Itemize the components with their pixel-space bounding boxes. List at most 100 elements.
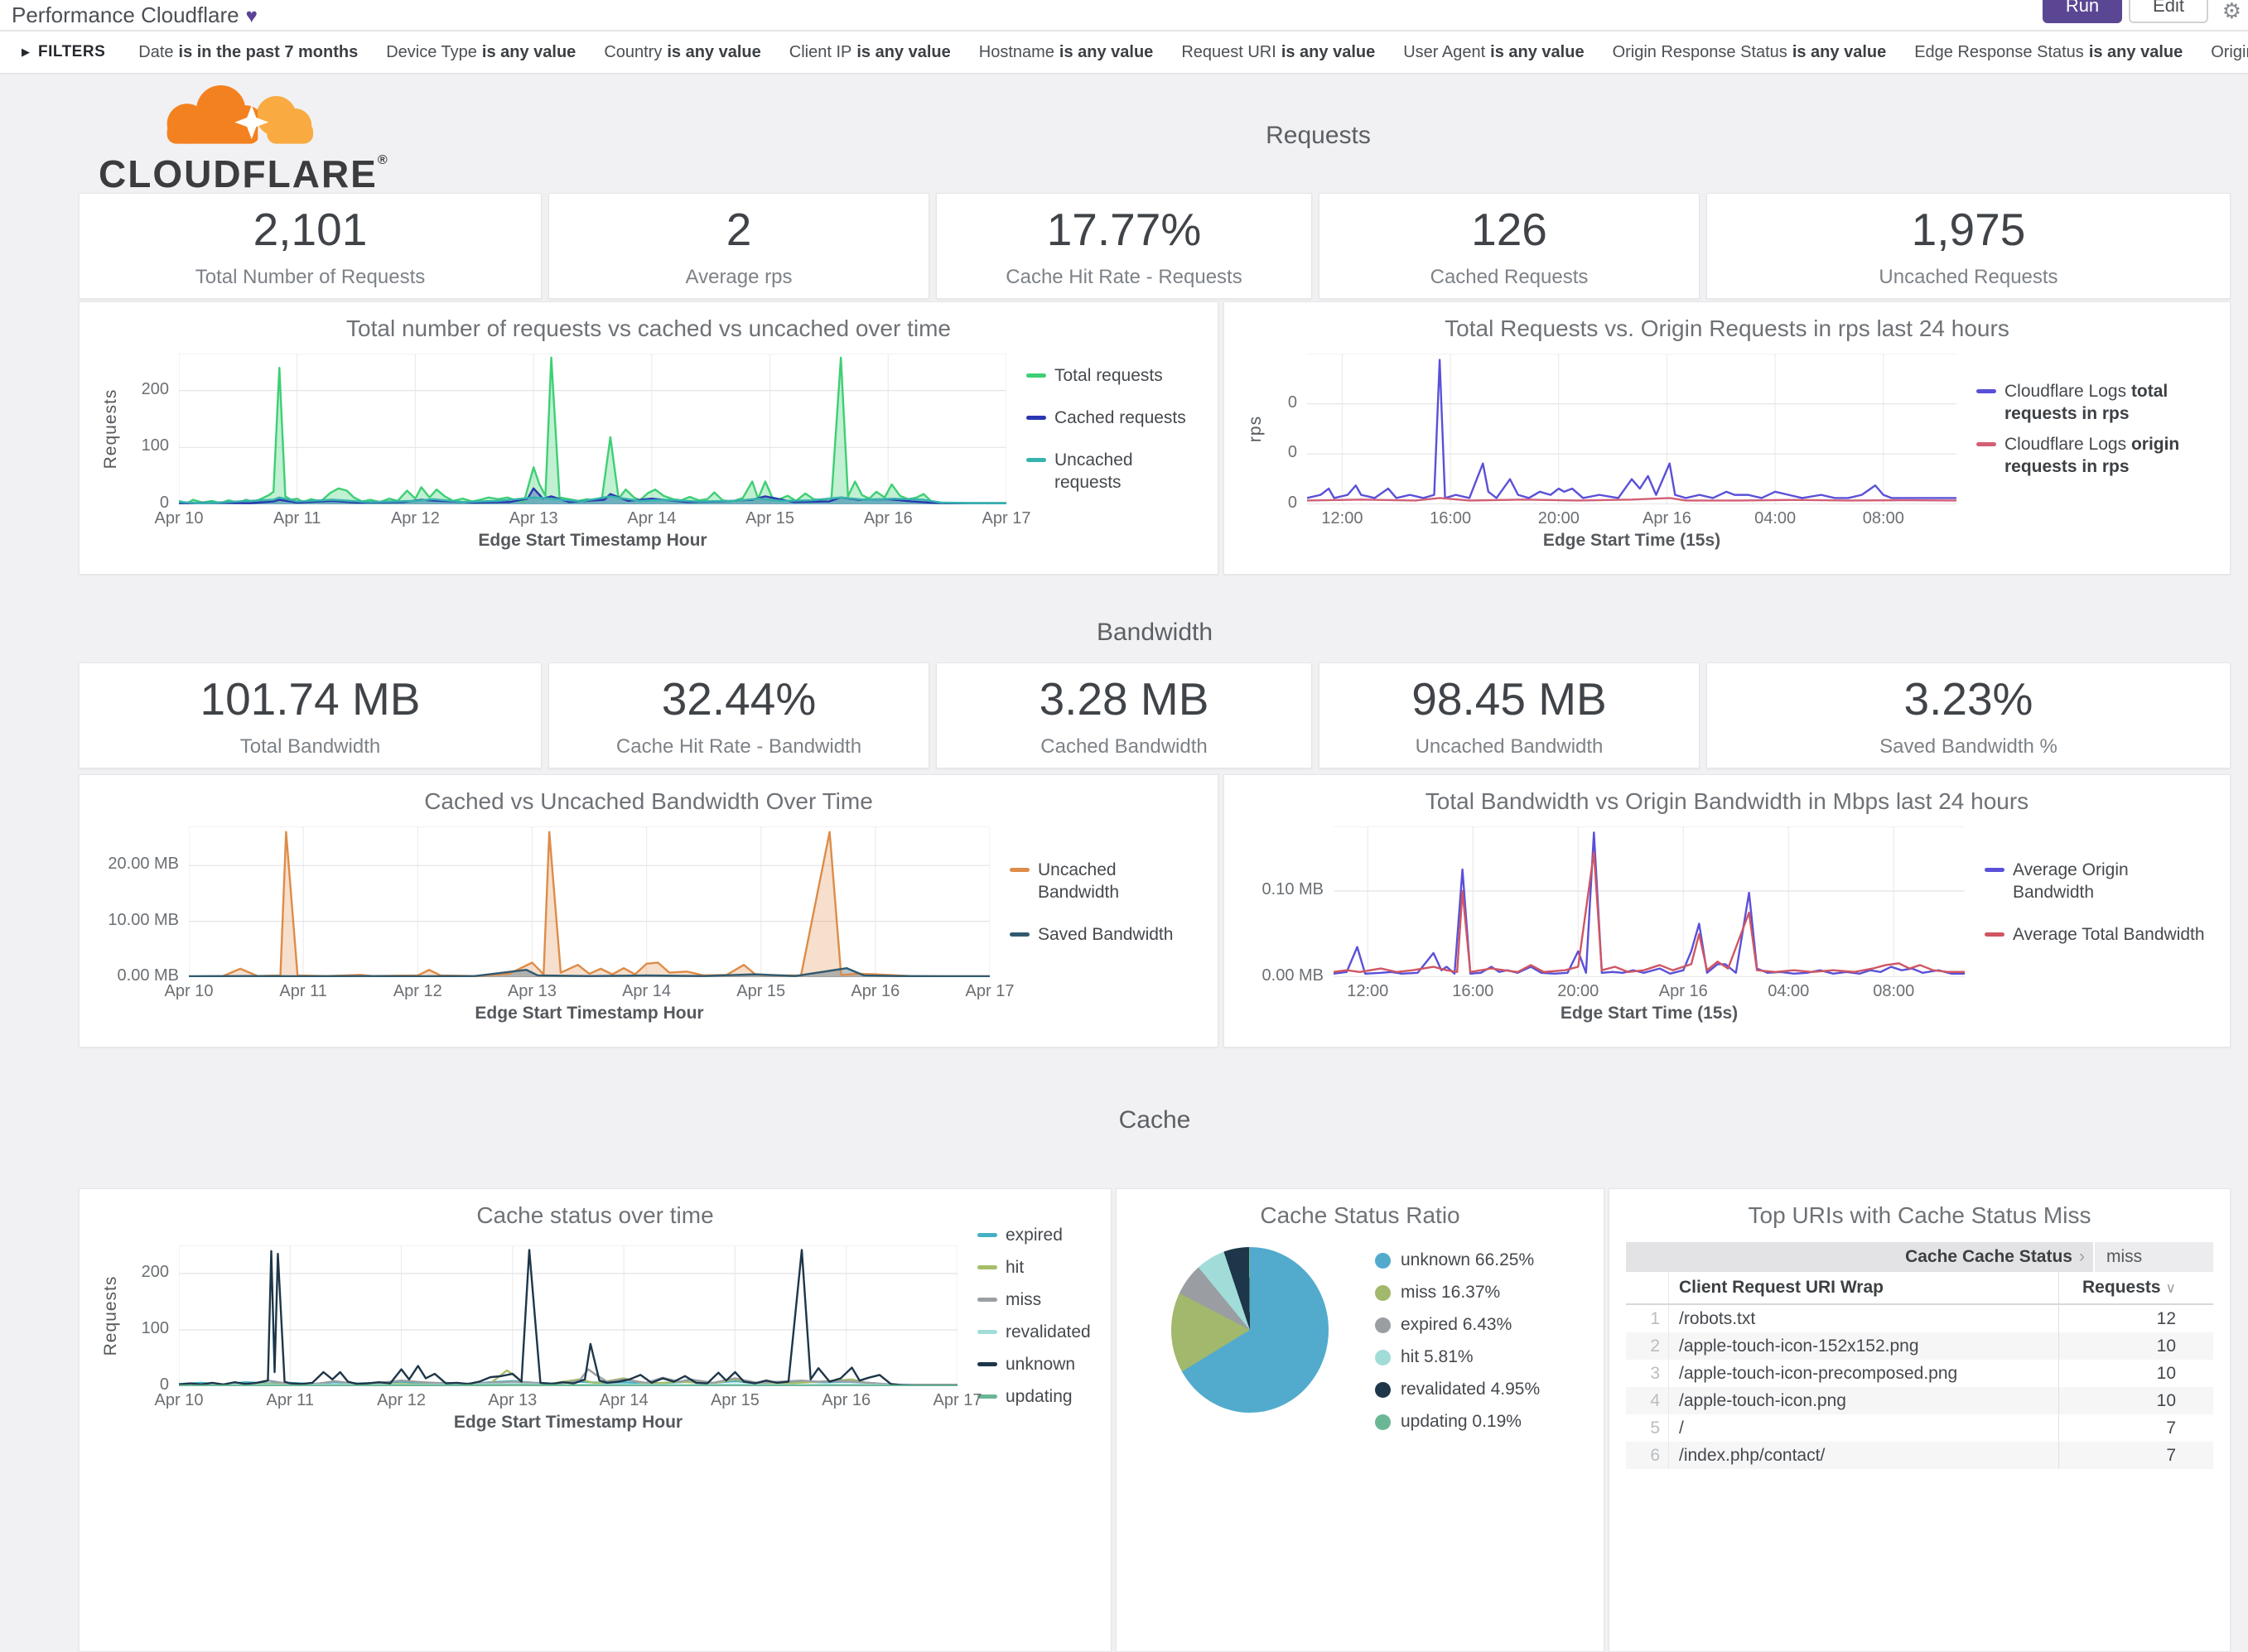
pie-cache-status-ratio: Cache Status Ratio unknown 66.25% miss 16.… bbox=[1116, 1188, 1604, 1652]
filter-item-edge-response-status[interactable]: Edge Response Status is any value bbox=[1914, 42, 2183, 61]
legend-item[interactable]: hit bbox=[977, 1256, 1094, 1279]
filter-item-hostname[interactable]: Hostname is any value bbox=[978, 42, 1154, 61]
row-number: 1 bbox=[1626, 1305, 1669, 1332]
cell-requests[interactable]: 10 bbox=[2058, 1387, 2213, 1414]
legend-label: miss 16.37% bbox=[1401, 1283, 1501, 1302]
filter-item-request-uri[interactable]: Request URI is any value bbox=[1181, 42, 1376, 61]
table-row[interactable]: 1/robots.txt 12 bbox=[1626, 1305, 2213, 1332]
legend-item[interactable]: Total requests bbox=[1026, 364, 1201, 387]
legend-label: expired 6.43% bbox=[1401, 1315, 1512, 1334]
row-number: 4 bbox=[1626, 1387, 1669, 1414]
legend-item[interactable]: Cloudflare Logs total requests in rps bbox=[1976, 380, 2213, 425]
x-axis-title: Edge Start Time (15s) bbox=[1542, 531, 1721, 550]
chevron-right-icon: › bbox=[2079, 1247, 2085, 1266]
legend-swatch bbox=[1375, 1381, 1391, 1398]
stat-cache-hit-rate-bandwidth[interactable]: 32.44% Cache Hit Rate - Bandwidth bbox=[548, 662, 929, 768]
table-row[interactable]: 4/apple-touch-icon.png 10 bbox=[1626, 1387, 2213, 1414]
filter-item-client-ip[interactable]: Client IP is any value bbox=[789, 42, 951, 61]
pivot-value[interactable]: miss bbox=[2093, 1242, 2213, 1272]
x-axis-ticks: 12:00 16:00 20:00 Apr 16 04:00 08:00 bbox=[1334, 977, 1965, 1000]
filter-item-origin-response-status[interactable]: Origin Response Status is any value bbox=[1612, 42, 1887, 61]
x-axis-title: Edge Start Timestamp Hour bbox=[453, 1413, 683, 1432]
legend-item[interactable]: Cloudflare Logs origin requests in rps bbox=[1976, 433, 2213, 478]
run-button[interactable]: Run bbox=[2043, 0, 2122, 23]
legend-swatch bbox=[1010, 932, 1030, 937]
plot-column: 12:00 16:00 20:00 Apr 16 04:00 08:00 Edge Star… bbox=[1307, 354, 1956, 551]
stat-saved-bandwidth-pct[interactable]: 3.23% Saved Bandwidth % bbox=[1706, 662, 2231, 768]
cell-requests[interactable]: 7 bbox=[2058, 1414, 2213, 1442]
stat-cache-hit-rate-requests[interactable]: 17.77% Cache Hit Rate - Requests bbox=[936, 193, 1312, 299]
cell-uri[interactable]: /apple-touch-icon-precomposed.png bbox=[1679, 1364, 1958, 1383]
plot-area[interactable] bbox=[1307, 354, 1956, 504]
legend-item[interactable]: Average Origin Bandwidth bbox=[1985, 859, 2213, 903]
chart-body: 0.00 MB 0.10 MB 12:00 16:00 20:00 Apr 16 04:00… bbox=[1241, 826, 2213, 1023]
x-tick-label: 16:00 bbox=[1452, 982, 1494, 1000]
legend-item[interactable]: updating 0.19% bbox=[1375, 1412, 1540, 1432]
y-tick-label: 10.00 MB bbox=[108, 910, 179, 929]
legend-label: Average Origin Bandwidth bbox=[2013, 860, 2129, 902]
legend-item[interactable]: updating bbox=[977, 1385, 1094, 1408]
stat-label: Uncached Requests bbox=[1879, 266, 2058, 288]
x-tick-label: Apr 12 bbox=[390, 509, 440, 527]
x-axis-title: Edge Start Timestamp Hour bbox=[475, 1004, 704, 1023]
filters-toggle[interactable]: ▶ FILTERS bbox=[22, 43, 105, 61]
column-header-requests[interactable]: Requests ∨ bbox=[2058, 1272, 2213, 1303]
plot-area[interactable] bbox=[179, 354, 1006, 504]
chart-title: Total Requests vs. Origin Requests in rp… bbox=[1445, 315, 2009, 341]
legend-item[interactable]: Average Total Bandwidth bbox=[1985, 923, 2213, 946]
stat-total-bandwidth[interactable]: 101.74 MB Total Bandwidth bbox=[79, 662, 542, 768]
cell-uri[interactable]: / bbox=[1679, 1418, 1684, 1438]
pie-graphic[interactable] bbox=[1171, 1247, 1329, 1413]
stat-uncached-requests[interactable]: 1,975 Uncached Requests bbox=[1706, 193, 2231, 299]
stat-total-requests[interactable]: 2,101 Total Number of Requests bbox=[79, 193, 542, 299]
table-row[interactable]: 2/apple-touch-icon-152x152.png 10 bbox=[1626, 1332, 2213, 1360]
x-tick-label: Apr 17 bbox=[965, 982, 1015, 1000]
stat-uncached-bandwidth[interactable]: 98.45 MB Uncached Bandwidth bbox=[1319, 662, 1700, 768]
legend-item[interactable]: Cached requests bbox=[1026, 407, 1201, 429]
filter-item-date[interactable]: Date is in the past 7 months bbox=[138, 42, 359, 61]
legend-item[interactable]: Saved Bandwidth bbox=[1010, 923, 1201, 946]
edit-button[interactable]: Edit bbox=[2129, 0, 2208, 23]
cell-requests[interactable]: 10 bbox=[2058, 1360, 2213, 1387]
legend-item[interactable]: miss 16.37% bbox=[1375, 1283, 1540, 1303]
filter-item-user-agent[interactable]: User Agent is any value bbox=[1403, 42, 1585, 61]
stat-label: Total Bandwidth bbox=[239, 735, 381, 758]
cell-uri[interactable]: /robots.txt bbox=[1679, 1309, 1756, 1328]
cell-uri[interactable]: /apple-touch-icon-152x152.png bbox=[1679, 1337, 1919, 1356]
stat-average-rps[interactable]: 2 Average rps bbox=[548, 193, 929, 299]
legend-item[interactable]: unknown bbox=[977, 1353, 1094, 1375]
y-axis-title-text: Requests bbox=[101, 388, 120, 470]
table-row[interactable]: 3/apple-touch-icon-precomposed.png 10 bbox=[1626, 1360, 2213, 1387]
plot-area[interactable] bbox=[1334, 826, 1965, 977]
legend-item[interactable]: expired 6.43% bbox=[1375, 1315, 1540, 1335]
gear-icon[interactable]: ⚙ bbox=[2221, 0, 2241, 23]
filter-item-device-type[interactable]: Device Type is any value bbox=[386, 42, 576, 61]
cell-requests[interactable]: 10 bbox=[2058, 1332, 2213, 1360]
table-row[interactable]: 5 / 7 bbox=[1626, 1414, 2213, 1442]
legend-item[interactable]: revalidated bbox=[977, 1321, 1094, 1343]
legend-item[interactable]: Uncached Bandwidth bbox=[1010, 859, 1201, 903]
stat-cached-bandwidth[interactable]: 3.28 MB Cached Bandwidth bbox=[936, 662, 1312, 768]
cell-requests[interactable]: 12 bbox=[2058, 1305, 2213, 1332]
legend-item[interactable]: miss bbox=[977, 1288, 1094, 1311]
chart-body: rps 0 0 0 12:00 16:00 20:00 Apr 16 04:00 08:00 Edg… bbox=[1241, 354, 2213, 551]
pivot-label: Cache Cache Status › bbox=[1905, 1247, 2085, 1266]
x-axis-ticks: Apr 10 Apr 11 Apr 12 Apr 13 Apr 14 Apr 15 Apr … bbox=[155, 504, 1031, 527]
legend-item[interactable]: unknown 66.25% bbox=[1375, 1250, 1540, 1270]
stat-cached-requests[interactable]: 126 Cached Requests bbox=[1319, 193, 1700, 299]
plot-area[interactable] bbox=[179, 1245, 958, 1386]
legend-item[interactable]: expired bbox=[977, 1224, 1094, 1246]
x-tick-label: Apr 17 bbox=[982, 509, 1031, 527]
plot-area[interactable] bbox=[189, 826, 990, 977]
x-tick-label: Apr 15 bbox=[745, 509, 795, 527]
legend-label: revalidated 4.95% bbox=[1401, 1380, 1541, 1399]
cell-uri[interactable]: /apple-touch-icon.png bbox=[1679, 1391, 1846, 1410]
column-header-uri[interactable]: Client Request URI Wrap bbox=[1679, 1278, 1884, 1297]
filter-item-country[interactable]: Country is any value bbox=[604, 42, 761, 61]
legend-item[interactable]: hit 5.81% bbox=[1375, 1347, 1540, 1367]
legend-item[interactable]: revalidated 4.95% bbox=[1375, 1380, 1540, 1399]
chart-legend: expired hit miss revalidated unknown updating bbox=[958, 1226, 1094, 1406]
legend-item[interactable]: Uncached requests bbox=[1026, 449, 1201, 494]
